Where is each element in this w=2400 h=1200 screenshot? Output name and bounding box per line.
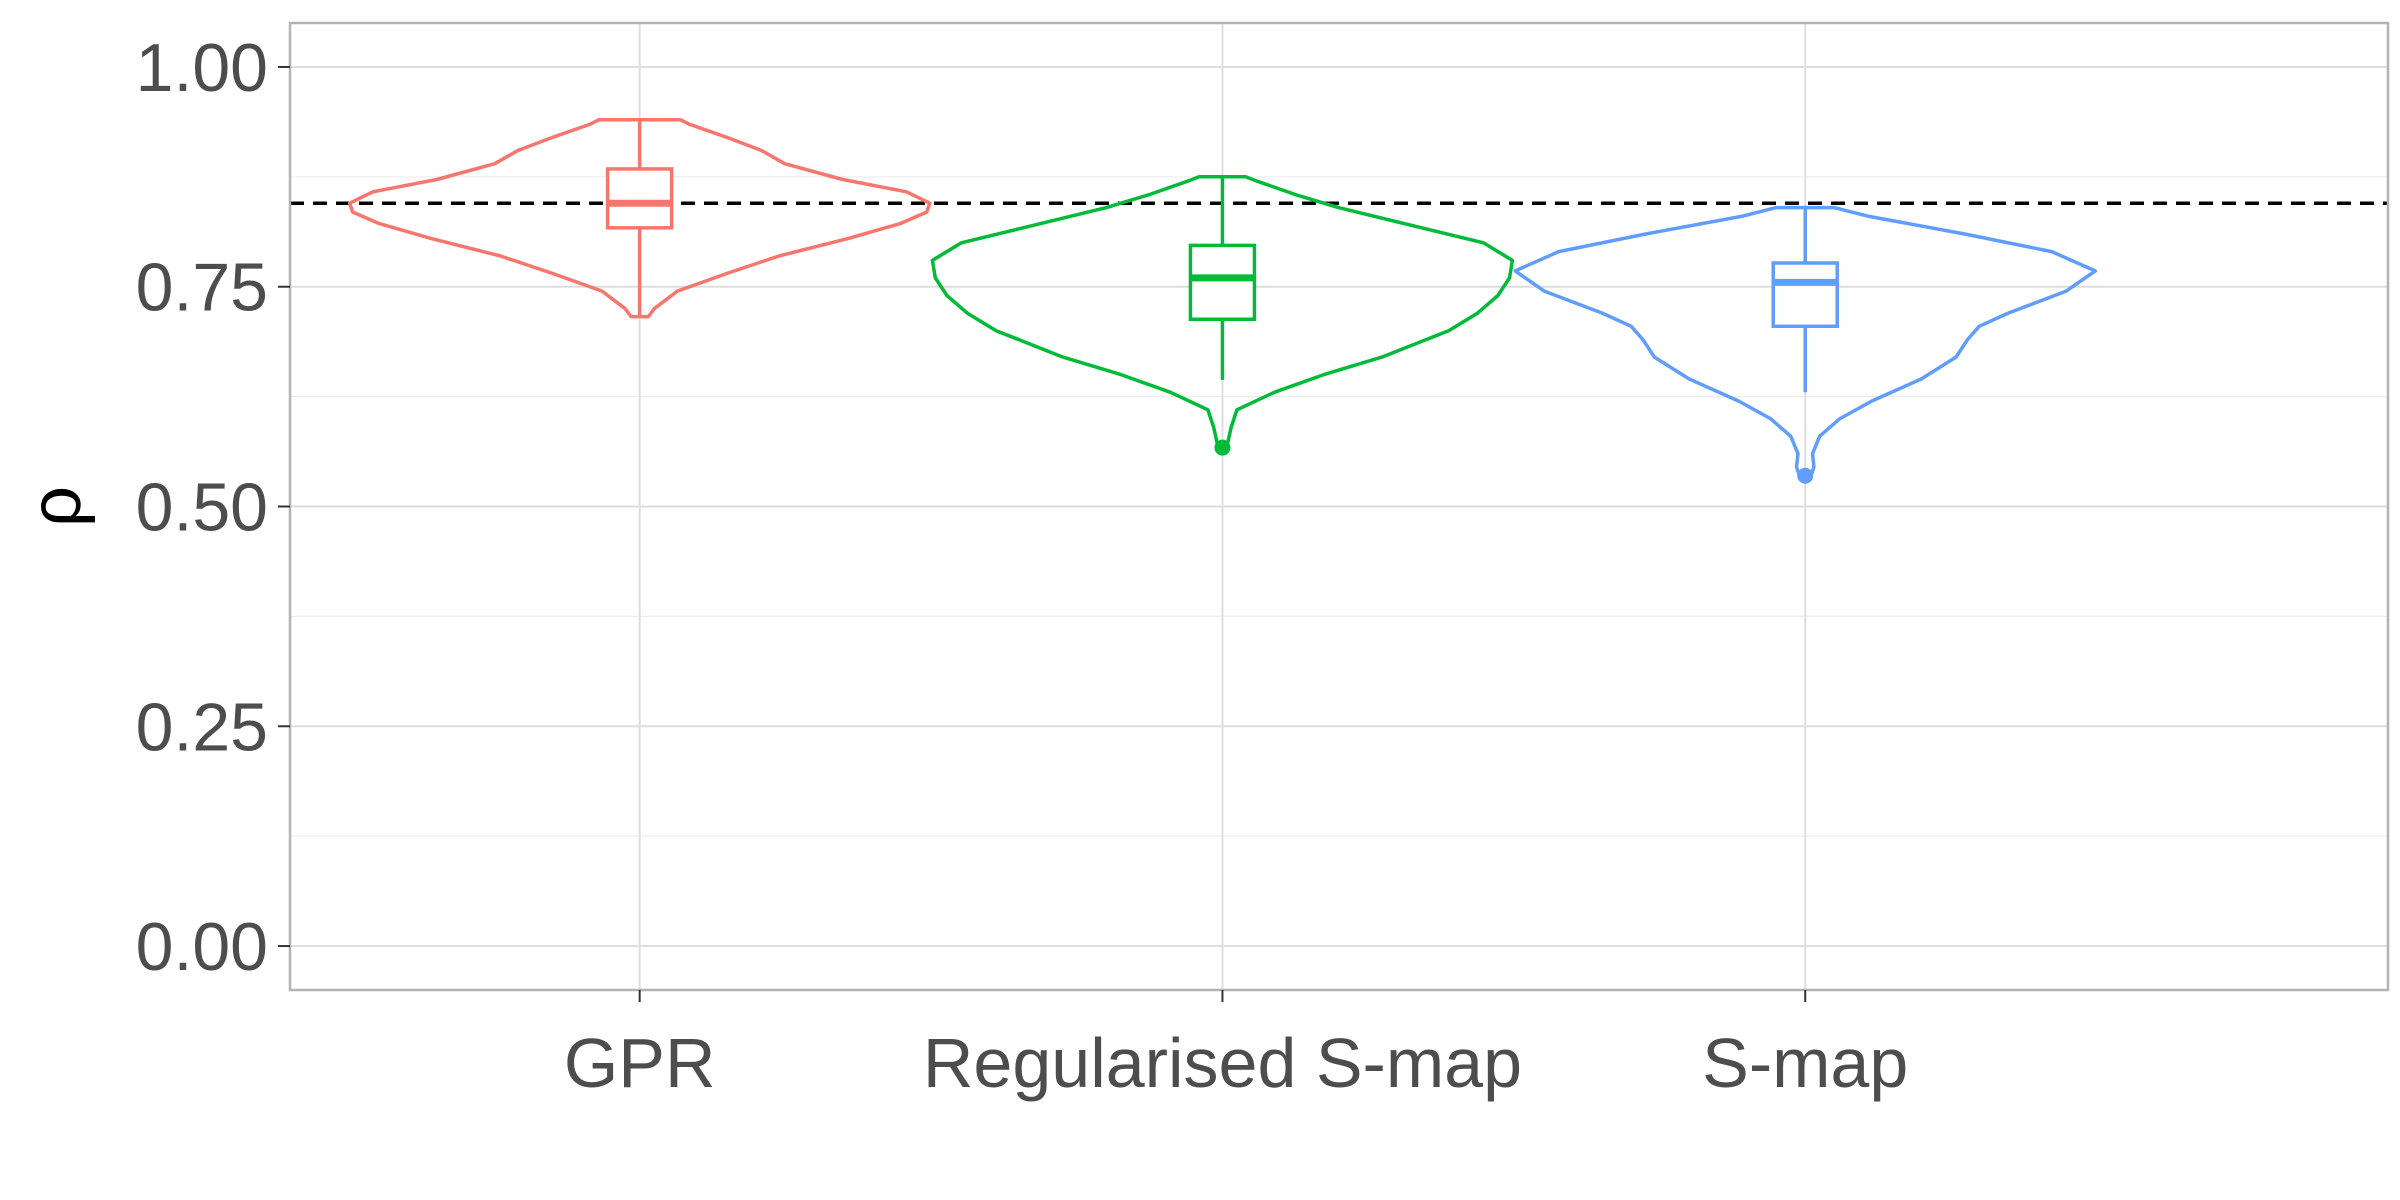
box-body: [1771, 261, 1839, 329]
violin-group: [930, 175, 1515, 456]
box-body: [1188, 243, 1257, 322]
y-tick-label: 0.25: [136, 689, 268, 765]
violin-layer: [347, 117, 2097, 484]
y-axis-title: ρ: [16, 486, 96, 527]
violin-group: [1513, 205, 2097, 484]
violin-outline: [1513, 205, 2097, 478]
violin-group: [347, 117, 932, 319]
x-tick-label: S-map: [1702, 1024, 1908, 1102]
outlier-point: [1797, 467, 1814, 484]
violin-outline: [347, 117, 932, 319]
y-tick-label: 0.00: [136, 909, 268, 985]
y-tick-labels: 0.00 0.25 0.50 0.75 1.00: [136, 30, 290, 985]
y-tick-label: 0.75: [136, 250, 268, 326]
violin-outline: [930, 175, 1515, 450]
x-tick-label: GPR: [564, 1024, 716, 1102]
x-tick-label: Regularised S-map: [923, 1024, 1522, 1102]
x-tick-labels: GPR Regularised S-map S-map: [564, 990, 1908, 1102]
box-body: [605, 167, 674, 230]
outlier-point: [1214, 439, 1231, 456]
y-tick-label: 1.00: [136, 30, 268, 106]
y-tick-label: 0.50: [136, 470, 268, 546]
